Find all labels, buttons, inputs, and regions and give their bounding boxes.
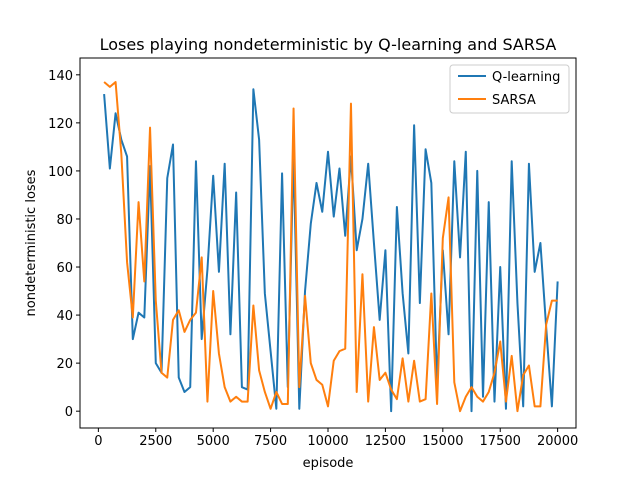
y-tick-label: 0	[65, 405, 73, 420]
chart-title: Loses playing nondeterministic by Q-lear…	[100, 35, 557, 54]
x-tick-label: 10000	[307, 434, 348, 449]
y-tick-label: 20	[56, 357, 73, 372]
y-tick-label: 60	[56, 261, 73, 276]
x-tick-label: 5000	[197, 434, 230, 449]
y-tick-label: 100	[48, 165, 73, 180]
x-tick-label: 0	[94, 434, 102, 449]
x-axis-ticks: 0 2500 5000 7500 10000 12500 15000 17500 20000	[94, 428, 578, 449]
y-axis-label: nondeterministic loses	[24, 169, 39, 316]
legend: Q-learning SARSA	[449, 64, 570, 114]
x-tick-label: 2500	[139, 434, 172, 449]
y-tick-label: 140	[48, 69, 73, 84]
plot-lines	[103, 81, 559, 413]
x-tick-label: 20000	[537, 434, 578, 449]
y-axis-ticks: 0 20 40 60 80 100 120 140	[48, 69, 80, 420]
legend-label-q-learning: Q-learning	[492, 70, 560, 85]
x-tick-label: 7500	[254, 434, 287, 449]
y-tick-label: 120	[48, 117, 73, 132]
series-line-sarsa	[103, 81, 558, 413]
x-tick-label: 12500	[365, 434, 406, 449]
y-tick-label: 40	[56, 309, 73, 324]
series-line-q-learning	[103, 88, 559, 413]
x-tick-label: 17500	[480, 434, 521, 449]
y-tick-label: 80	[56, 213, 73, 228]
x-tick-label: 15000	[422, 434, 463, 449]
legend-label-sarsa: SARSA	[492, 93, 536, 108]
x-axis-label: episode	[303, 456, 354, 471]
